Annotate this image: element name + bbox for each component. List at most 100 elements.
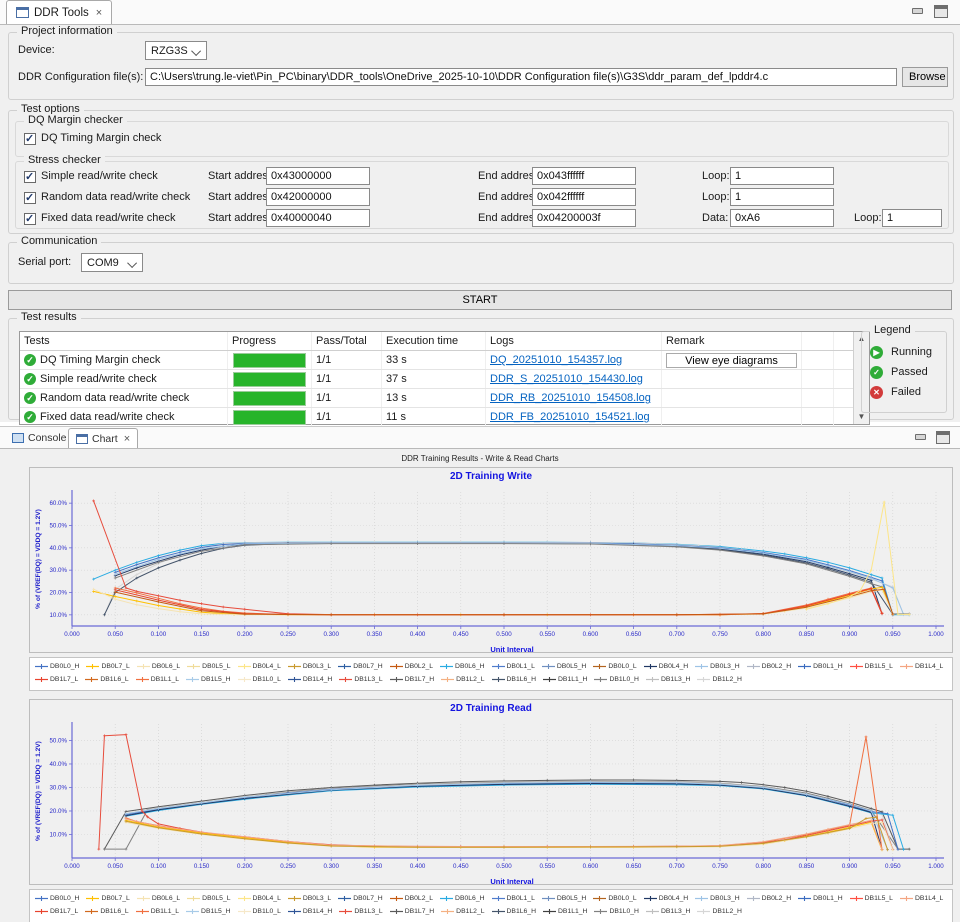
simple-start-input[interactable] (266, 167, 370, 185)
simple-end-input[interactable] (532, 167, 636, 185)
spacer-cell (802, 389, 834, 407)
simple-loop-input[interactable] (730, 167, 834, 185)
series-legend-entry-DB1L1_L: DB1L1_L (135, 674, 179, 684)
series-DB1L2_H (103, 542, 910, 616)
minimize-icon[interactable] (911, 5, 924, 16)
series-name: DB0L6_L (151, 894, 181, 902)
series-marker-icon (746, 895, 760, 901)
column-header-spacer (802, 332, 834, 350)
series-legend-entry-DB1L4_H: DB1L4_H (287, 674, 332, 684)
chart-tab-icon (76, 433, 88, 444)
column-header-execution-time: Execution time (382, 332, 486, 350)
series-legend-entry-DB1L0_L: DB1L0_L (237, 674, 281, 684)
series-name: DB0L2_L (404, 894, 434, 902)
results-header-row: Tests Progress Pass/Total Execution time Log… (20, 332, 869, 351)
fixed-rw-checkbox[interactable] (24, 212, 36, 225)
log-link[interactable]: DDR_FB_20251010_154521.log (490, 411, 650, 423)
table-row[interactable]: ✓ Simple read/write check 1/1 37 s DDR_S_202… (20, 370, 869, 389)
log-cell: DQ_20251010_154357.log (486, 351, 662, 369)
table-row[interactable]: ✓ Fixed data read/write check 1/1 11 s DDR_F… (20, 408, 869, 427)
log-link[interactable]: DDR_S_20251010_154430.log (490, 373, 643, 385)
tab-chart[interactable]: Chart × (68, 428, 139, 448)
svg-text:60.0%: 60.0% (49, 500, 67, 507)
read-chart-title: 2D Training Read (450, 703, 532, 714)
table-row[interactable]: ✓ Random data read/write check 1/1 13 s DDR_… (20, 389, 869, 408)
browse-button[interactable]: Browse (902, 67, 948, 87)
chart-tab-close-icon[interactable]: × (123, 432, 131, 445)
series-legend-entry-DB0L5_L: DB0L5_L (187, 661, 231, 671)
series-legend-entry-DB0L4_L: DB0L4_L (237, 893, 281, 903)
view-eye-diagrams-button[interactable]: View eye diagrams (666, 352, 797, 368)
series-legend-entry-DB0L4_H: DB0L4_H (643, 893, 688, 903)
log-link[interactable]: DDR_RB_20251010_154508.log (490, 392, 651, 404)
simple-rw-checkbox[interactable] (24, 170, 36, 183)
fixed-loop-input[interactable] (882, 209, 942, 227)
dq-timing-margin-checkbox[interactable] (24, 132, 36, 145)
random-end-input[interactable] (532, 188, 636, 206)
series-name: DB0L2_H (761, 894, 792, 902)
config-file-input[interactable] (145, 68, 897, 86)
series-marker-icon (389, 676, 403, 682)
running-icon: ▶ (870, 345, 883, 359)
series-marker-icon (695, 663, 709, 669)
series-name: DB1L1_H (558, 675, 588, 683)
spacer-cell (802, 351, 834, 369)
spacer-cell (802, 370, 834, 388)
series-name: DB0L1_H (813, 894, 843, 902)
svg-text:0.600: 0.600 (583, 863, 599, 870)
simple-loop-label: Loop: (702, 170, 730, 182)
test-name-cell: ✓ Fixed data read/write check (20, 408, 228, 426)
series-legend-entry-DB0L6_H: DB0L6_H (440, 893, 485, 903)
svg-text:20.0%: 20.0% (49, 590, 67, 597)
series-legend-entry-DB1L1_L: DB1L1_L (135, 906, 179, 916)
device-select[interactable]: RZG3S (145, 41, 207, 60)
series-DB0L4_L (806, 501, 910, 615)
series-marker-icon (35, 895, 48, 901)
fixed-data-input[interactable] (730, 209, 834, 227)
series-name: DB1L0_H (609, 675, 639, 683)
series-name: DB1L3_H (660, 907, 691, 915)
maximize-icon[interactable] (934, 5, 948, 18)
random-start-input[interactable] (266, 188, 370, 206)
start-button[interactable]: START (8, 290, 952, 310)
tab-close-icon[interactable]: × (95, 6, 103, 19)
test-name-cell: ✓ Random data read/write check (20, 389, 228, 407)
random-loop-input[interactable] (730, 188, 834, 206)
fixed-end-input[interactable] (532, 209, 636, 227)
execution-time-cell: 11 s (382, 408, 486, 426)
series-legend-entry-DB0L1_H: DB0L1_H (798, 661, 843, 671)
bottom-restore-icon[interactable] (936, 431, 950, 444)
log-link[interactable]: DQ_20251010_154357.log (490, 354, 623, 366)
test-results-group: Test results ▲ ▼ Tests Progress Pass/Total… (8, 311, 954, 427)
svg-text:0.550: 0.550 (539, 863, 555, 870)
series-name: DB0L3_H (710, 894, 740, 902)
series-legend-entry-DB1L5_H: DB1L5_H (186, 674, 231, 684)
series-marker-icon (491, 663, 505, 669)
bottom-minimize-icon[interactable] (914, 431, 927, 442)
random-rw-checkbox[interactable] (24, 191, 36, 204)
series-DB1L3_L (98, 734, 894, 850)
remark-cell (662, 370, 802, 388)
series-legend-entry-DB0L6_L: DB0L6_L (136, 661, 180, 671)
series-marker-icon (593, 663, 607, 669)
series-legend-entry-DB1L1_H: DB1L1_H (543, 906, 587, 916)
tab-console[interactable]: Console (5, 428, 74, 447)
series-legend-entry-DB1L7_H: DB1L7_H (389, 674, 434, 684)
tab-ddr-tools[interactable]: DDR Tools × (6, 0, 113, 24)
fixed-start-input[interactable] (266, 209, 370, 227)
svg-text:0.850: 0.850 (799, 631, 815, 638)
series-legend-entry-DB1L6_H: DB1L6_H (491, 906, 536, 916)
column-header-pass-total: Pass/Total (312, 332, 382, 350)
series-name: DB0L7_L (101, 662, 130, 670)
series-legend-entry-DB1L6_L: DB1L6_L (85, 674, 129, 684)
scroll-down-icon[interactable]: ▼ (857, 412, 866, 421)
series-legend-entry-DB0L5_H: DB0L5_H (541, 893, 586, 903)
serial-port-select[interactable]: COM9 (81, 253, 143, 272)
series-name: DB1L4_L (914, 662, 944, 670)
series-legend-entry-DB0L7_L: DB0L7_L (86, 661, 130, 671)
progress-bar (233, 409, 306, 425)
series-marker-icon (645, 908, 659, 914)
table-row[interactable]: ✓ DQ Timing Margin check 1/1 33 s DQ_2025101… (20, 351, 869, 370)
svg-text:0.150: 0.150 (194, 863, 210, 870)
random-rw-label: Random data read/write check (41, 191, 191, 203)
